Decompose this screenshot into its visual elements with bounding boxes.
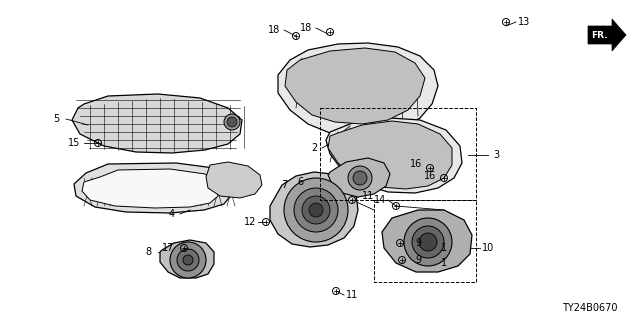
Text: 3: 3 [493,150,499,160]
Circle shape [227,117,237,127]
Circle shape [183,255,193,265]
Text: 12: 12 [244,217,256,227]
Text: 17: 17 [162,243,174,253]
Circle shape [412,226,444,258]
Circle shape [353,171,367,185]
Text: 11: 11 [346,290,358,300]
Polygon shape [285,48,425,124]
Circle shape [419,233,437,251]
Text: 18: 18 [300,23,312,33]
Circle shape [170,242,206,278]
Text: 6: 6 [297,177,303,187]
Circle shape [404,218,452,266]
Text: 1: 1 [441,258,447,268]
Polygon shape [82,169,218,208]
Text: 14: 14 [374,195,386,205]
Text: 5: 5 [53,114,59,124]
Text: 13: 13 [518,17,530,27]
Text: 16: 16 [410,159,422,169]
Text: 9: 9 [415,255,421,265]
Polygon shape [382,210,472,272]
Polygon shape [278,43,438,136]
Circle shape [309,203,323,217]
Circle shape [224,114,240,130]
Text: 18: 18 [268,25,280,35]
Polygon shape [72,94,242,153]
Text: TY24B0670: TY24B0670 [563,303,618,313]
Circle shape [302,196,330,224]
Text: 16: 16 [424,171,436,181]
Circle shape [294,188,338,232]
Polygon shape [328,121,452,189]
Circle shape [177,249,199,271]
Text: 15: 15 [68,138,80,148]
Text: 4: 4 [169,209,175,219]
Polygon shape [160,240,214,278]
Text: 11: 11 [362,191,374,201]
Text: FR.: FR. [591,30,607,39]
Polygon shape [206,162,262,198]
Text: 10: 10 [482,243,494,253]
Polygon shape [74,163,232,213]
Polygon shape [270,172,358,247]
Text: 1: 1 [441,243,447,253]
Text: 9: 9 [415,238,421,248]
Text: 8: 8 [145,247,151,257]
Text: 2: 2 [311,143,317,153]
Polygon shape [326,118,462,193]
Circle shape [348,166,372,190]
Circle shape [284,178,348,242]
Polygon shape [328,158,390,197]
Polygon shape [588,19,626,51]
Text: 7: 7 [281,180,287,190]
